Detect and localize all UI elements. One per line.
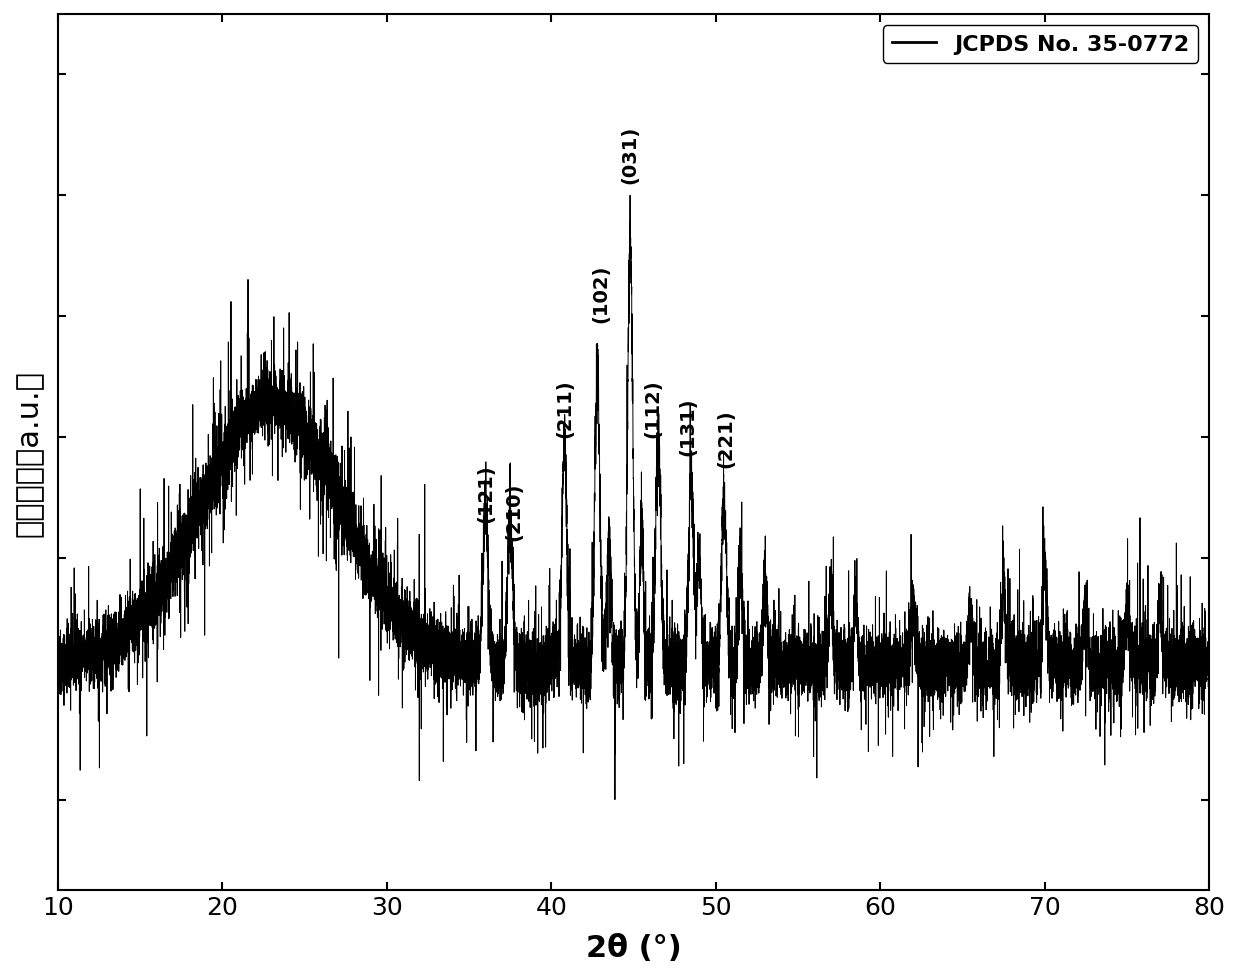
X-axis label: 2θ (°): 2θ (°) bbox=[585, 933, 681, 962]
Legend: JCPDS No. 35-0772: JCPDS No. 35-0772 bbox=[883, 26, 1198, 64]
Text: (211): (211) bbox=[556, 379, 574, 438]
Y-axis label: 相对强度（a.u.）: 相对强度（a.u.） bbox=[15, 369, 43, 536]
Text: (221): (221) bbox=[715, 409, 735, 468]
Text: (131): (131) bbox=[678, 398, 697, 455]
Text: (102): (102) bbox=[591, 265, 610, 322]
Text: (121): (121) bbox=[476, 463, 495, 522]
Text: (210): (210) bbox=[503, 482, 523, 540]
Text: (031): (031) bbox=[621, 126, 640, 184]
Text: (112): (112) bbox=[644, 379, 662, 438]
